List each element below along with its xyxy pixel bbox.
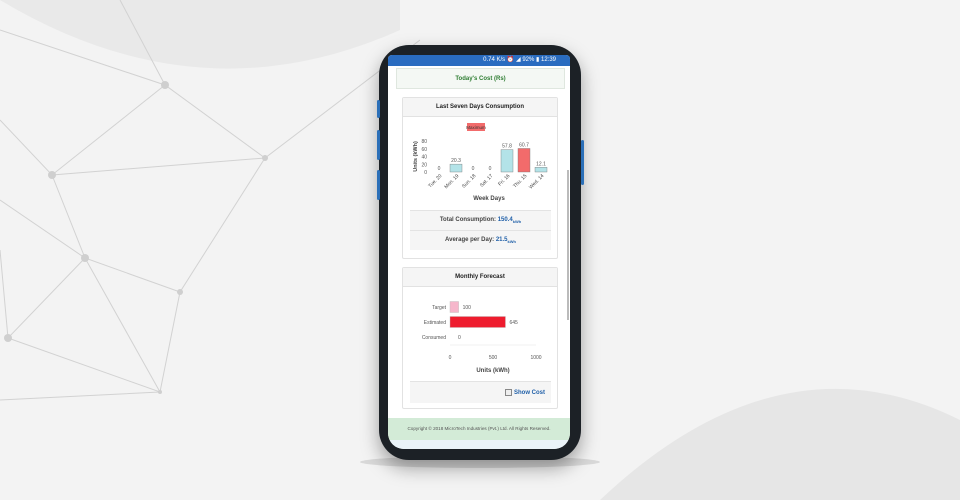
y-tick-label: 20 <box>421 162 427 168</box>
status-bar: 0.74 K/s ⏰ ◢ 92% ▮ 12:39 <box>388 55 570 66</box>
show-cost-row: Show Cost <box>410 381 551 403</box>
y-tick-label: Estimated <box>424 320 446 326</box>
data-label: 12.1 <box>536 161 546 167</box>
bar <box>449 301 459 313</box>
navigation-area <box>388 440 570 449</box>
average-row: Average per Day: 21.5kWh <box>410 230 551 250</box>
x-axis-label: Week Days <box>473 196 505 202</box>
phone-screen: 0.74 K/s ⏰ ◢ 92% ▮ 12:39 Today's Cost (R… <box>388 55 570 449</box>
y-tick-label: 0 <box>424 170 427 176</box>
x-tick-label: 500 <box>489 355 498 361</box>
average-value: 21.5 <box>495 237 508 243</box>
data-label: 0 <box>472 166 475 172</box>
legend-swatch-maximum <box>467 123 485 131</box>
average-unit: kWh <box>507 239 516 245</box>
bar <box>500 149 514 173</box>
data-label: 57.8 <box>502 144 512 150</box>
data-label: 20.3 <box>451 158 461 164</box>
data-label: 645 <box>509 320 518 326</box>
show-cost-checkbox[interactable] <box>505 388 513 396</box>
x-tick-label: Fri. 16 <box>497 173 511 187</box>
show-cost-label[interactable]: Show Cost <box>514 390 545 396</box>
network-speed: 0.74 K/s <box>483 57 506 63</box>
data-label: 100 <box>463 305 472 311</box>
bar <box>449 163 463 173</box>
footer: Copyright © 2018 MicroTech Industries (P… <box>388 418 570 440</box>
x-axis-label: Units (kWh) <box>476 368 509 374</box>
data-label: 0 <box>489 166 492 172</box>
todays-cost-panel[interactable]: Today's Cost (Rs) <box>396 68 565 89</box>
total-unit: kWh <box>512 219 522 225</box>
data-label: 0 <box>458 335 461 341</box>
signal-icon: ◢ <box>516 57 521 63</box>
volume-button <box>377 100 380 118</box>
card-title: Monthly Forecast <box>403 268 557 287</box>
battery-icon: ▮ <box>536 57 540 63</box>
y-axis-label: Units (kWh) <box>413 141 419 172</box>
bar <box>534 167 548 173</box>
battery-level: 92% <box>522 57 535 63</box>
x-tick-label: Tue. 20 <box>427 173 443 189</box>
clock: 12:39 <box>540 57 556 63</box>
x-tick-label: 1000 <box>530 355 541 361</box>
total-consumption-row: Total Consumption: 150.4kWh <box>410 210 551 230</box>
y-tick-label: 60 <box>421 147 427 153</box>
volume-button <box>377 130 380 160</box>
x-tick-label: 0 <box>449 355 452 361</box>
x-tick-label: Thu. 15 <box>512 173 528 189</box>
bar <box>449 316 506 328</box>
scrollbar[interactable] <box>567 170 569 320</box>
card-title: Last Seven Days Consumption <box>403 98 557 117</box>
bar <box>517 148 531 173</box>
side-button <box>377 170 380 200</box>
total-label: Total Consumption: <box>439 217 497 223</box>
alarm-icon: ⏰ <box>506 57 515 63</box>
power-button <box>581 140 584 185</box>
y-tick-label: 40 <box>421 155 427 161</box>
data-label: 0 <box>438 166 441 172</box>
x-tick-label: Sun. 18 <box>461 173 478 190</box>
average-label: Average per Day: <box>445 237 495 243</box>
forecast-chart: Target 100 Estimated 645 Consumed 0 0 500 1000 Un… <box>422 301 542 374</box>
monthly-forecast-card: Monthly Forecast Target 100 Estimated 645 Co… <box>402 267 558 409</box>
y-tick-label: Consumed <box>422 335 446 341</box>
seven-days-card: Last Seven Days Consumption Maximum 0 20 40… <box>402 97 558 259</box>
data-label: 60.7 <box>519 142 529 148</box>
legend-label: Maximum <box>466 125 486 130</box>
x-tick-label: Mon. 19 <box>443 173 460 190</box>
total-value: 150.4 <box>497 217 513 223</box>
x-tick-label: Sat. 17 <box>479 173 495 189</box>
y-tick-label: 80 <box>421 139 427 145</box>
y-tick-label: Target <box>432 305 447 311</box>
x-tick-label: Wed. 14 <box>528 173 546 191</box>
